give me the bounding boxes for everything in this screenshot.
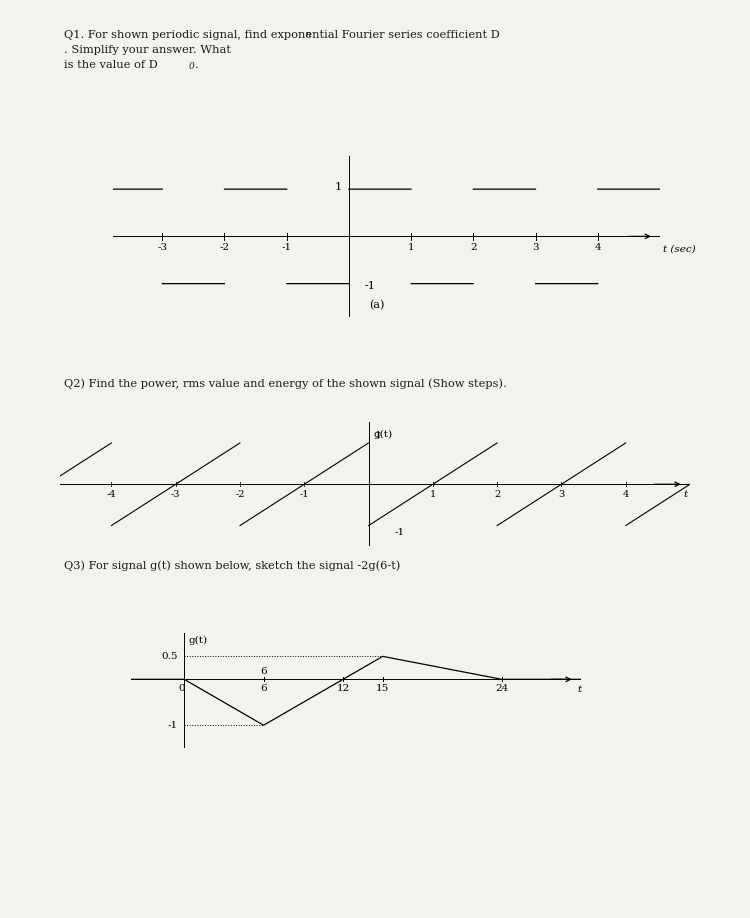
Text: 6: 6: [260, 666, 267, 676]
Text: 4: 4: [622, 489, 628, 498]
Text: Q3) For signal g(t) shown below, sketch the signal -2g(6-t): Q3) For signal g(t) shown below, sketch …: [64, 560, 400, 571]
Text: 3: 3: [558, 489, 565, 498]
Text: n: n: [64, 30, 311, 39]
Text: -4: -4: [106, 489, 116, 498]
Text: 12: 12: [337, 684, 350, 693]
Text: 0: 0: [189, 62, 195, 72]
Text: -2: -2: [220, 243, 230, 252]
Text: 2: 2: [494, 489, 500, 498]
Text: 0.5: 0.5: [161, 652, 178, 661]
Text: -1: -1: [167, 721, 178, 730]
Text: 24: 24: [495, 684, 508, 693]
Text: .: .: [195, 60, 199, 70]
Text: t: t: [578, 685, 581, 694]
Text: -3: -3: [171, 489, 181, 498]
Text: 1: 1: [408, 243, 415, 252]
Text: 1: 1: [334, 182, 341, 192]
Text: Q2) Find the power, rms value and energy of the shown signal (Show steps).: Q2) Find the power, rms value and energy…: [64, 378, 506, 389]
Text: t: t: [683, 490, 688, 499]
Text: is the value of D: is the value of D: [64, 60, 158, 70]
Text: (a): (a): [369, 300, 385, 310]
Text: -1: -1: [364, 281, 375, 291]
Text: 4: 4: [595, 243, 601, 252]
Text: 3: 3: [532, 243, 539, 252]
Text: . Simplify your answer. What: . Simplify your answer. What: [64, 45, 231, 55]
Text: 2: 2: [470, 243, 477, 252]
Text: 1: 1: [375, 431, 382, 440]
Text: t (sec): t (sec): [663, 244, 696, 253]
Text: g(t): g(t): [374, 430, 393, 439]
Text: -1: -1: [394, 528, 404, 537]
Text: Q1. For shown periodic signal, find exponential Fourier series coefficient D: Q1. For shown periodic signal, find expo…: [64, 30, 500, 40]
Text: g(t): g(t): [188, 636, 207, 644]
Text: -2: -2: [236, 489, 244, 498]
Text: 1: 1: [430, 489, 436, 498]
Text: -1: -1: [299, 489, 309, 498]
Text: -3: -3: [158, 243, 167, 252]
Text: 0: 0: [178, 684, 184, 693]
Text: -1: -1: [282, 243, 292, 252]
Text: 6: 6: [260, 684, 267, 693]
Text: 15: 15: [376, 684, 389, 693]
